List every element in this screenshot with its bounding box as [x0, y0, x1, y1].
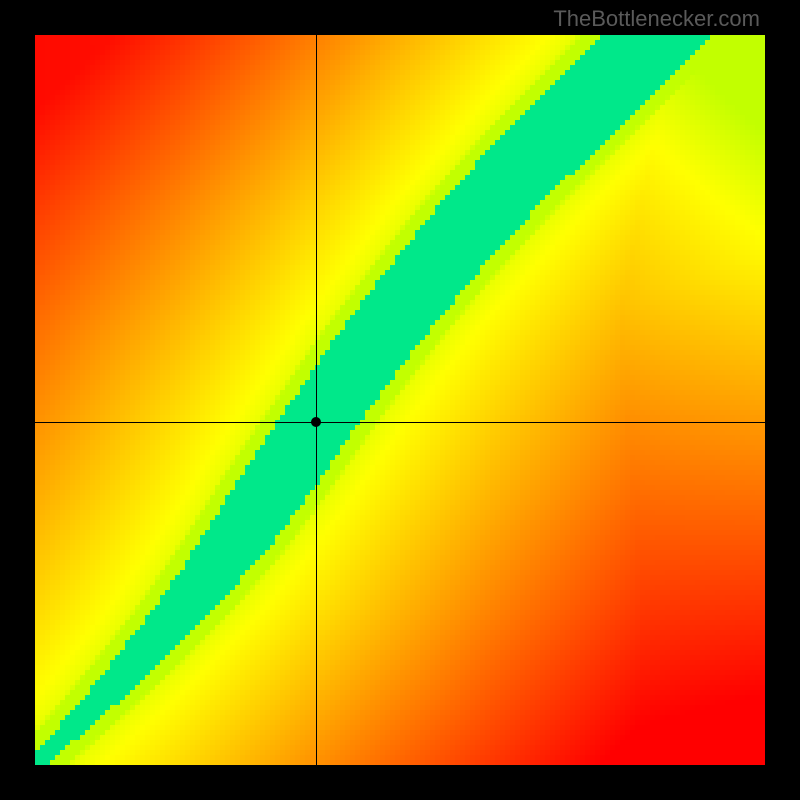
- crosshair-vertical: [316, 35, 317, 765]
- watermark-text: TheBottlenecker.com: [553, 6, 760, 32]
- heatmap-plot: [35, 35, 765, 765]
- crosshair-horizontal: [35, 422, 765, 423]
- heatmap-canvas: [35, 35, 765, 765]
- crosshair-marker: [311, 417, 321, 427]
